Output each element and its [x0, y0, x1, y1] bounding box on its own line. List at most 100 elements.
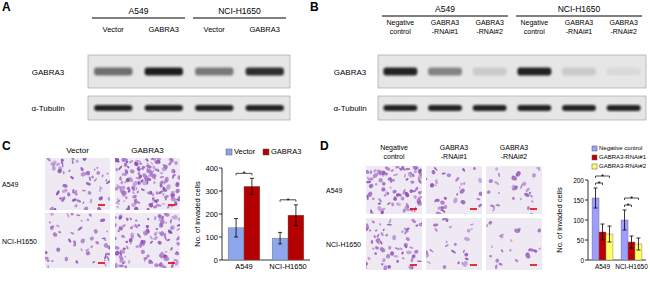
cell: [433, 167, 438, 172]
cell: [514, 259, 519, 263]
cell: [417, 195, 422, 199]
cell: [374, 229, 378, 233]
cell: [400, 196, 405, 201]
cell: [404, 230, 409, 234]
cell: [121, 234, 126, 238]
cell: [380, 232, 384, 237]
y-tick: [585, 220, 588, 221]
cell: [525, 187, 530, 193]
cell: [445, 240, 448, 243]
cell: [494, 180, 500, 185]
cell: [495, 258, 500, 263]
cell: [115, 223, 117, 228]
cell: [462, 249, 465, 253]
cell: [378, 202, 381, 204]
cell: [45, 251, 48, 255]
cell: [491, 245, 493, 248]
cell: [442, 218, 447, 220]
cell: [121, 158, 127, 163]
cell: [417, 198, 421, 203]
cell: [418, 223, 422, 227]
cell: [369, 229, 372, 232]
panel-label: D: [320, 139, 329, 153]
cell: [76, 214, 80, 216]
cell: [115, 236, 117, 240]
cell: [135, 160, 141, 162]
cell: [155, 168, 160, 171]
cell: [405, 168, 410, 170]
micrograph-bg: [426, 218, 482, 270]
cell: [155, 191, 158, 195]
cell: [75, 204, 77, 208]
cell: [76, 199, 82, 203]
cell: [176, 236, 180, 241]
micrograph: [364, 164, 423, 214]
cell: [137, 165, 141, 168]
cell: [106, 172, 109, 174]
cell: [157, 241, 162, 246]
cell: [414, 186, 419, 191]
cell: [132, 191, 136, 195]
image-panel: CVectorGABRA3A549NCI-H1650: [2, 139, 183, 271]
cell: [158, 231, 163, 237]
cell: [61, 162, 64, 164]
cells: [45, 213, 110, 268]
cell: [466, 228, 471, 233]
cell: [66, 213, 70, 218]
cell: [106, 230, 108, 232]
cell: [396, 202, 402, 207]
cell: [148, 202, 154, 208]
cell: [445, 244, 450, 248]
blot-band: [145, 105, 183, 111]
cell: [459, 188, 466, 195]
cell: [162, 189, 167, 192]
cell: [57, 168, 63, 174]
cell: [514, 228, 521, 234]
column-label: GABRA3: [131, 146, 164, 155]
cell: [453, 197, 459, 204]
cell: [124, 170, 129, 175]
cell: [53, 208, 56, 210]
cell: [176, 199, 180, 201]
cell: [68, 169, 71, 173]
micrograph: [486, 166, 542, 215]
micrograph: [45, 156, 112, 212]
cell: [93, 178, 97, 183]
column-label: control: [383, 153, 404, 160]
micrograph: [486, 218, 542, 270]
cell: [418, 191, 421, 194]
cell: [165, 222, 168, 224]
cell: [73, 244, 76, 247]
y-tick: [585, 260, 588, 261]
panel-label: B: [310, 0, 319, 14]
cell: [495, 264, 498, 269]
y-tick-label: 200: [205, 210, 218, 219]
cell: [139, 162, 143, 166]
cell: [136, 190, 140, 194]
cell: [125, 240, 128, 243]
cells: [366, 218, 422, 270]
cell: [159, 176, 164, 179]
blot-band: [94, 68, 132, 76]
cell: [138, 201, 141, 204]
cell: [170, 194, 175, 197]
cell: [529, 194, 533, 198]
cell: [119, 178, 122, 181]
cell: [154, 216, 157, 221]
scale-bar: [410, 264, 417, 266]
cell: [106, 179, 108, 181]
cell: [381, 207, 386, 211]
cell: [464, 252, 469, 257]
cell: [454, 176, 460, 182]
error-bar: [234, 219, 238, 237]
cell: [52, 160, 57, 165]
cell: [395, 166, 398, 169]
cell: [402, 189, 406, 195]
cell: [136, 233, 141, 239]
row-label: GABRA3: [334, 68, 367, 77]
cell: [67, 238, 71, 243]
cell-line-label: A549: [435, 4, 455, 14]
cell: [393, 173, 399, 177]
cell: [376, 169, 383, 176]
cell: [409, 189, 413, 193]
